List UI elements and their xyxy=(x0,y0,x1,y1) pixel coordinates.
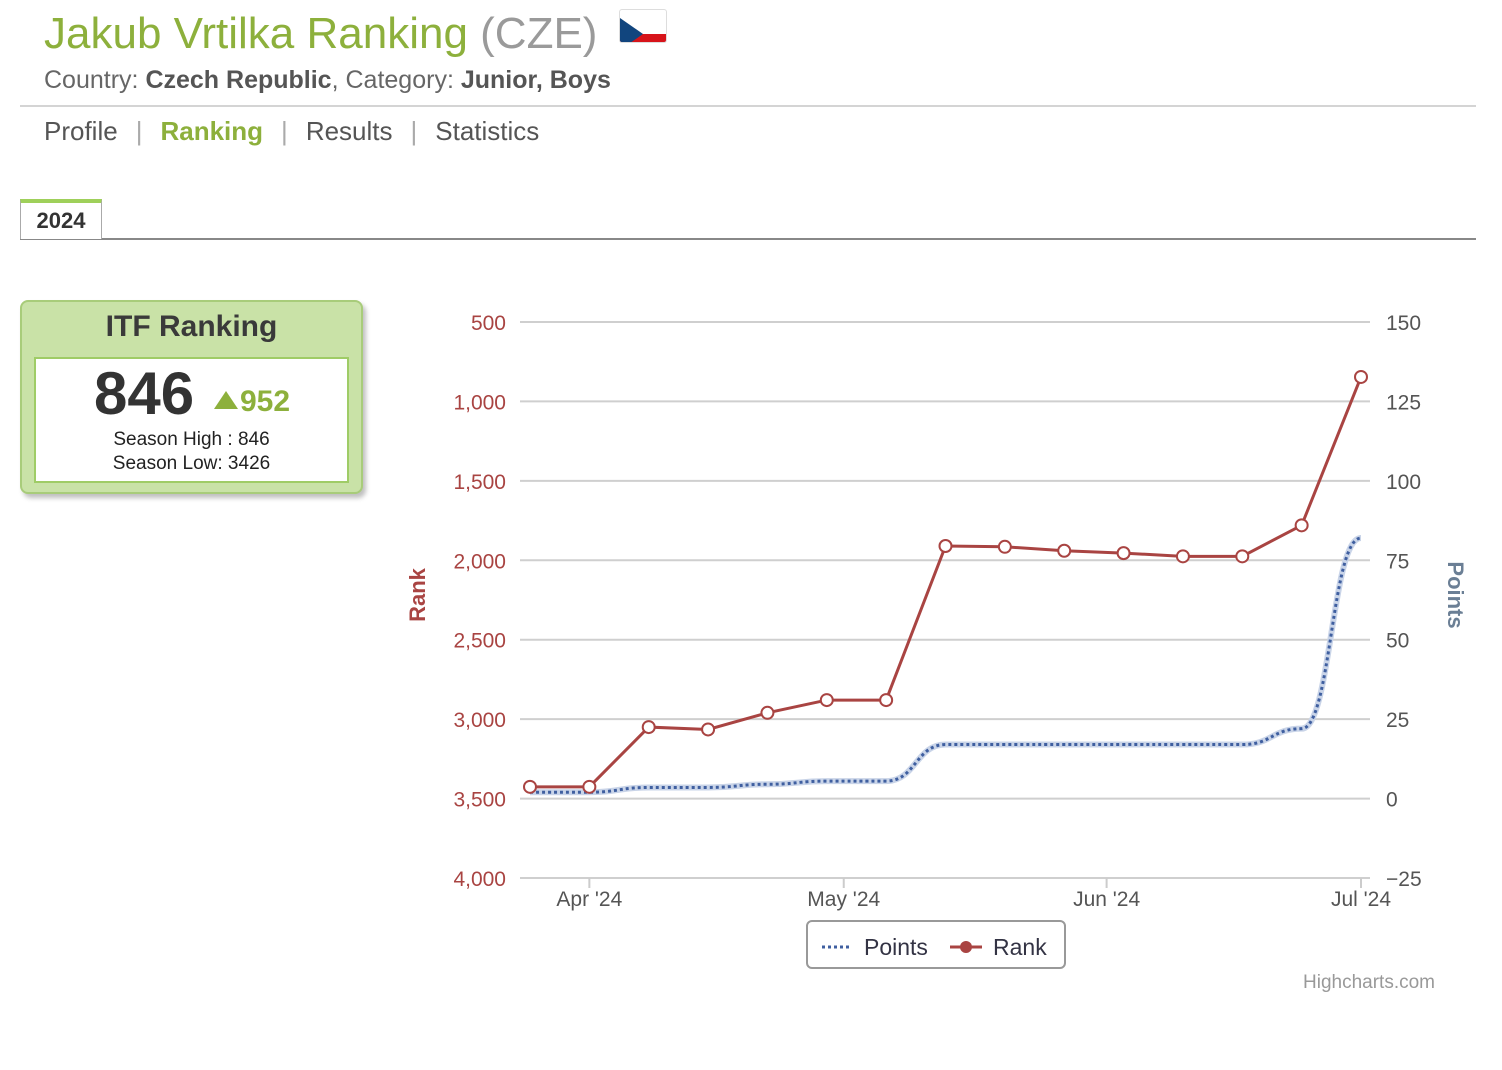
y-right-axis-title: Points xyxy=(1443,561,1468,628)
up-triangle-icon xyxy=(214,391,238,409)
czech-flag-icon xyxy=(619,10,666,42)
points-series-line xyxy=(530,536,1362,794)
country-label: Country: xyxy=(44,66,139,94)
player-name: Jakub Vrtilka Ranking xyxy=(44,9,468,58)
ranking-box-title: ITF Ranking xyxy=(105,310,278,343)
rank-point xyxy=(879,693,894,708)
y-left-tick-label: 3,000 xyxy=(453,709,506,732)
rank-change-value: 952 xyxy=(240,385,291,418)
y-left-tick-label: 3,500 xyxy=(453,789,506,812)
nav-results[interactable]: Results xyxy=(305,116,393,146)
tab-year-2024[interactable]: 2024 xyxy=(20,199,102,239)
rank-point xyxy=(1294,518,1309,533)
legend-rank-label: Rank xyxy=(993,934,1047,960)
rank-point xyxy=(582,779,597,794)
nav-profile[interactable]: Profile xyxy=(44,116,118,146)
rank-point xyxy=(938,538,953,553)
ranking-chart: 5001,0001,5002,0002,5003,0003,5004,00015… xyxy=(405,312,1468,969)
y-right-tick-label: 125 xyxy=(1386,391,1421,414)
y-right-tick-label: 25 xyxy=(1386,709,1409,732)
rank-point xyxy=(1057,543,1072,558)
season-high: Season High : 846 xyxy=(113,429,270,450)
rank-point xyxy=(760,705,775,720)
rank-point xyxy=(1175,549,1190,564)
y-left-axis-title: Rank xyxy=(405,567,430,622)
x-tick-label: Jul '24 xyxy=(1331,888,1391,911)
legend-points-label: Points xyxy=(864,934,928,960)
chart-credit[interactable]: Highcharts.com xyxy=(1303,972,1435,993)
y-right-tick-label: 150 xyxy=(1386,312,1421,335)
y-right-tick-label: −25 xyxy=(1386,868,1422,891)
chart-legend xyxy=(806,920,1066,969)
y-right-tick-label: 100 xyxy=(1386,471,1421,494)
rank-point xyxy=(1235,549,1250,564)
category-value: Junior, Boys xyxy=(460,66,611,94)
rank-point xyxy=(1116,546,1131,561)
y-right-tick-label: 75 xyxy=(1386,550,1409,573)
category-label: Category: xyxy=(345,66,454,94)
legend-rank-marker xyxy=(960,941,972,953)
nav-ranking[interactable]: Ranking xyxy=(160,116,264,146)
itf-ranking-box: ITF Ranking 846 952 Season High : 846 Se… xyxy=(20,300,363,494)
header-divider xyxy=(20,105,1476,107)
rank-point xyxy=(819,693,834,708)
page-title: Jakub Vrtilka Ranking (CZE) xyxy=(44,8,666,60)
rank-change: 952 xyxy=(214,385,290,419)
current-rank: 846 xyxy=(94,360,195,427)
tab-divider xyxy=(20,238,1476,240)
rank-point xyxy=(701,722,716,737)
rank-point xyxy=(523,779,537,794)
y-left-tick-label: 2,500 xyxy=(453,630,506,653)
ranking-box-content: 846 952 Season High : 846 Season Low: 34… xyxy=(34,357,349,483)
country-code: (CZE) xyxy=(480,9,598,58)
player-nav: Profile | Ranking | Results | Statistics xyxy=(44,116,540,146)
season-low: Season Low: 3426 xyxy=(112,453,271,474)
x-tick-label: May '24 xyxy=(807,888,880,911)
points-series-halo xyxy=(530,535,1363,796)
y-right-tick-label: 50 xyxy=(1386,630,1409,653)
country-value: Czech Republic xyxy=(145,66,332,94)
nav-statistics[interactable]: Statistics xyxy=(435,116,540,146)
y-left-tick-label: 1,000 xyxy=(453,391,506,414)
y-left-tick-label: 500 xyxy=(471,312,506,335)
player-subtitle: Country: Czech Republic, Category: Junio… xyxy=(44,66,611,94)
y-right-tick-label: 0 xyxy=(1386,789,1398,812)
rank-point xyxy=(641,720,656,735)
x-tick-label: Jun '24 xyxy=(1073,888,1140,911)
y-left-tick-label: 4,000 xyxy=(453,868,506,891)
x-tick-label: Apr '24 xyxy=(556,888,622,911)
rank-point xyxy=(1354,369,1368,384)
y-left-tick-label: 1,500 xyxy=(453,471,506,494)
y-left-tick-label: 2,000 xyxy=(453,550,506,573)
rank-point xyxy=(997,539,1012,554)
